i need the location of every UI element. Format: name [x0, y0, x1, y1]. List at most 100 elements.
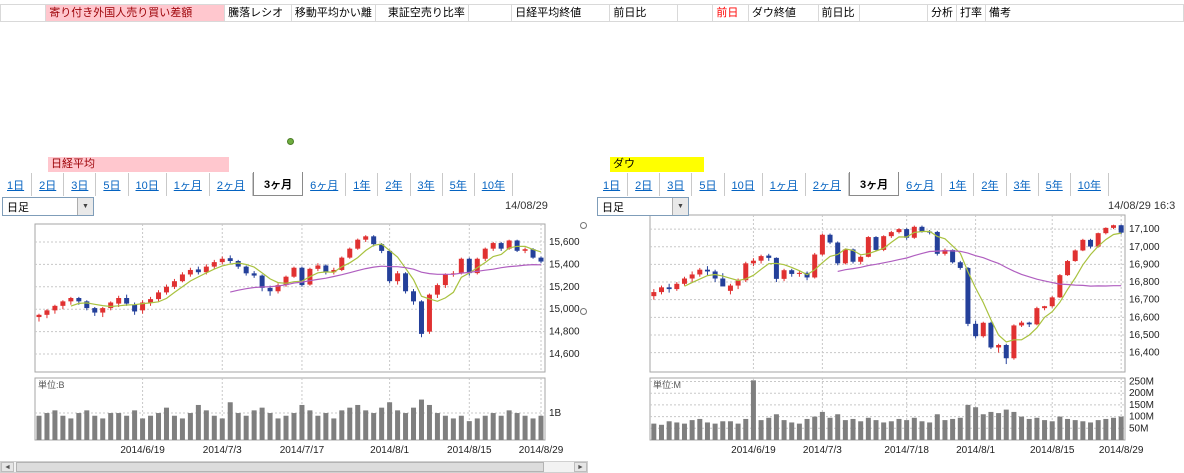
- svg-text:15,200: 15,200: [549, 282, 580, 293]
- svg-text:2014/8/15: 2014/8/15: [447, 445, 492, 456]
- svg-text:250M: 250M: [1129, 377, 1154, 388]
- nikkei-section-label: 日経平均: [48, 157, 229, 172]
- period-tab-10日[interactable]: 10日: [129, 173, 167, 196]
- svg-text:2014/7/18: 2014/7/18: [884, 445, 929, 456]
- spreadsheet-table: 寄り付き外国人売り買い差額 騰落レシオ 移動平均かい離 東証空売り比率 日経平均…: [0, 4, 1184, 22]
- period-tab-3日[interactable]: 3日: [64, 173, 97, 196]
- svg-text:2014/8/29: 2014/8/29: [519, 445, 564, 456]
- period-tab-1ヶ月[interactable]: 1ヶ月: [763, 173, 806, 196]
- header-rate[interactable]: 打率: [956, 4, 987, 22]
- period-tab-3年[interactable]: 3年: [411, 173, 443, 196]
- period-tab-5日[interactable]: 5日: [692, 173, 725, 196]
- svg-text:150M: 150M: [1129, 400, 1154, 411]
- header-analysis[interactable]: 分析: [927, 4, 958, 22]
- period-tab-1ヶ月[interactable]: 1ヶ月: [167, 173, 210, 196]
- spacer-cell[interactable]: [859, 4, 929, 22]
- svg-text:50M: 50M: [1129, 423, 1148, 434]
- svg-text:17,100: 17,100: [1129, 224, 1160, 235]
- header-ma-kairi[interactable]: 移動平均かい離: [290, 4, 376, 22]
- header-updown-ratio[interactable]: 騰落レシオ: [224, 4, 292, 22]
- svg-text:200M: 200M: [1129, 388, 1154, 399]
- svg-text:14,600: 14,600: [549, 349, 580, 360]
- header-dow-change[interactable]: 前日比: [817, 4, 861, 22]
- selection-handle[interactable]: [580, 222, 587, 229]
- period-tab-3ヶ月[interactable]: 3ヶ月: [253, 172, 304, 196]
- header-dow-close[interactable]: ダウ終値: [747, 4, 819, 22]
- header-nikkei-change[interactable]: 前日比: [609, 4, 679, 22]
- nikkei-interval-dropdown[interactable]: 日足 ▼: [2, 197, 94, 216]
- header-prev-day[interactable]: 前日: [712, 4, 749, 22]
- svg-text:2014/8/29: 2014/8/29: [1099, 445, 1144, 456]
- svg-text:単位:B: 単位:B: [38, 379, 65, 390]
- dropdown-arrow-icon[interactable]: ▼: [77, 198, 93, 215]
- svg-text:100M: 100M: [1129, 412, 1154, 423]
- period-tab-6ヶ月[interactable]: 6ヶ月: [899, 173, 943, 196]
- svg-text:2014/6/19: 2014/6/19: [731, 445, 776, 456]
- scroll-left-icon[interactable]: ◄: [1, 462, 14, 472]
- period-tab-5年[interactable]: 5年: [1039, 173, 1071, 196]
- period-tab-6ヶ月[interactable]: 6ヶ月: [303, 173, 347, 196]
- period-tab-3年[interactable]: 3年: [1007, 173, 1039, 196]
- corner-cell[interactable]: [0, 4, 47, 22]
- svg-text:16,400: 16,400: [1129, 348, 1160, 359]
- dow-section-label: ダウ: [610, 157, 704, 172]
- period-tab-3日[interactable]: 3日: [660, 173, 693, 196]
- dow-interval-dropdown[interactable]: 日足 ▼: [597, 197, 689, 216]
- scroll-right-icon[interactable]: ►: [574, 462, 587, 472]
- header-remarks[interactable]: 備考: [985, 4, 1184, 22]
- period-tab-3ヶ月[interactable]: 3ヶ月: [849, 172, 900, 196]
- period-tab-1日[interactable]: 1日: [596, 173, 629, 196]
- dropdown-arrow-icon[interactable]: ▼: [672, 198, 688, 215]
- header-short-ratio[interactable]: 東証空売り比率: [374, 4, 469, 22]
- svg-text:16,700: 16,700: [1129, 295, 1160, 306]
- period-tab-5日[interactable]: 5日: [96, 173, 129, 196]
- chart-scrollbar[interactable]: ◄ ►: [0, 461, 588, 473]
- period-tab-2年[interactable]: 2年: [974, 173, 1007, 196]
- dow-candlestick-chart[interactable]: 17,100 17,000 16,900 16,800 16,700 16,600 16,5…: [595, 195, 1184, 461]
- dow-interval-value: 日足: [602, 201, 624, 214]
- dow-timestamp: 14/08/29 16:3: [1108, 200, 1176, 212]
- spacer-cell[interactable]: [677, 4, 714, 22]
- svg-text:16,500: 16,500: [1129, 330, 1160, 341]
- svg-text:15,600: 15,600: [549, 237, 580, 248]
- period-tab-10年[interactable]: 10年: [1071, 173, 1109, 196]
- svg-text:1B: 1B: [549, 408, 562, 419]
- svg-text:2014/7/3: 2014/7/3: [203, 445, 242, 456]
- svg-text:2014/8/1: 2014/8/1: [956, 445, 995, 456]
- svg-text:14,800: 14,800: [549, 327, 580, 338]
- period-tab-1年[interactable]: 1年: [346, 173, 379, 196]
- nikkei-interval-value: 日足: [7, 201, 29, 214]
- svg-text:2014/7/17: 2014/7/17: [280, 445, 325, 456]
- period-tab-2日[interactable]: 2日: [32, 173, 65, 196]
- period-tab-10年[interactable]: 10年: [475, 173, 513, 196]
- svg-text:15,400: 15,400: [549, 259, 580, 270]
- nikkei-candlestick-chart[interactable]: 15,600 15,400 15,200 15,000 14,800 14,600 1B 20…: [0, 195, 590, 461]
- period-tab-10日[interactable]: 10日: [725, 173, 763, 196]
- svg-text:2014/8/15: 2014/8/15: [1030, 445, 1075, 456]
- period-tab-1日[interactable]: 1日: [0, 173, 33, 196]
- period-tab-2年[interactable]: 2年: [378, 173, 411, 196]
- svg-text:16,800: 16,800: [1129, 277, 1160, 288]
- scrollbar-thumb[interactable]: [16, 462, 544, 472]
- svg-text:16,600: 16,600: [1129, 312, 1160, 323]
- selection-handle[interactable]: [580, 308, 587, 315]
- period-tab-5年[interactable]: 5年: [443, 173, 475, 196]
- svg-text:2014/6/19: 2014/6/19: [120, 445, 165, 456]
- period-tab-2ヶ月[interactable]: 2ヶ月: [210, 173, 253, 196]
- header-foreign-diff[interactable]: 寄り付き外国人売り買い差額: [45, 4, 226, 22]
- spacer-cell[interactable]: [467, 4, 513, 22]
- nikkei-timestamp: 14/08/29: [505, 200, 548, 212]
- period-tab-2ヶ月[interactable]: 2ヶ月: [806, 173, 849, 196]
- period-tab-2日[interactable]: 2日: [628, 173, 661, 196]
- header-nikkei-close[interactable]: 日経平均終値: [511, 4, 611, 22]
- nikkei-period-tabs: 1日 2日 3日 5日 10日 1ヶ月 2ヶ月 3ヶ月 6ヶ月 1年 2年 3年 5年 10年: [0, 172, 588, 196]
- svg-text:16,900: 16,900: [1129, 259, 1160, 270]
- header-row: 寄り付き外国人売り買い差額 騰落レシオ 移動平均かい離 東証空売り比率 日経平均…: [0, 4, 1184, 22]
- svg-text:15,000: 15,000: [549, 304, 580, 315]
- svg-text:2014/7/3: 2014/7/3: [803, 445, 842, 456]
- svg-text:17,000: 17,000: [1129, 242, 1160, 253]
- selection-rotate-handle[interactable]: [287, 138, 294, 145]
- period-tab-1年[interactable]: 1年: [942, 173, 975, 196]
- dow-period-tabs: 1日 2日 3日 5日 10日 1ヶ月 2ヶ月 3ヶ月 6ヶ月 1年 2年 3年 5年 10年: [596, 172, 1184, 196]
